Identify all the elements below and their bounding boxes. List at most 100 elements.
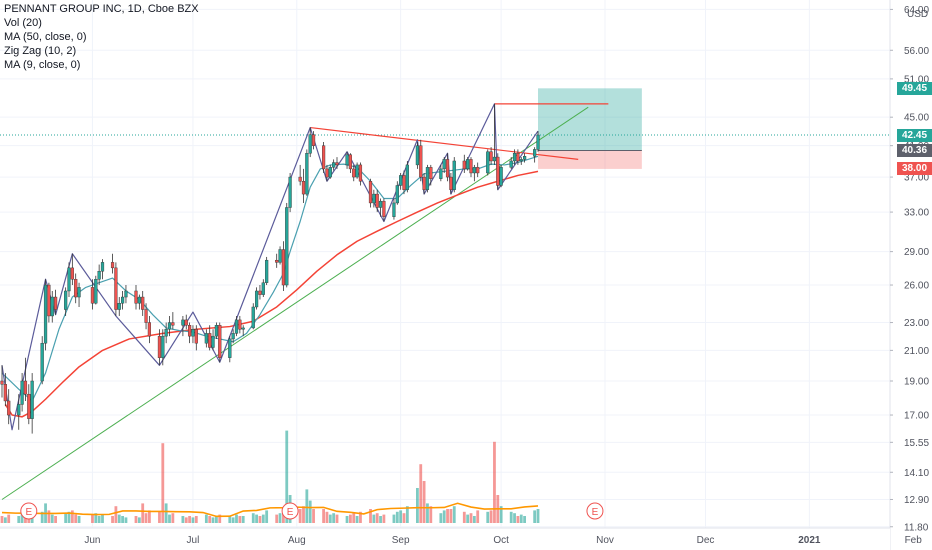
price-tick-label: 51.00 — [904, 74, 929, 85]
candle — [54, 296, 58, 310]
volume-bar — [305, 489, 309, 523]
volume-bar — [144, 513, 148, 523]
volume-bar — [77, 516, 81, 523]
candle — [3, 384, 7, 402]
candle — [30, 380, 34, 419]
candle — [258, 290, 262, 295]
candle — [301, 181, 306, 195]
price-tick-label: 26.00 — [904, 281, 929, 292]
volume-bar — [265, 510, 269, 523]
candle — [117, 303, 121, 310]
candle — [275, 259, 279, 263]
volume-bar — [251, 513, 255, 523]
candle — [509, 160, 513, 168]
currency-label: USD — [907, 9, 928, 20]
candle — [208, 333, 212, 348]
candle — [449, 176, 453, 190]
volume-bar — [369, 509, 372, 523]
volume-bar — [416, 488, 419, 523]
candle — [141, 296, 145, 310]
volume-bar — [184, 517, 188, 523]
volume-bar — [171, 513, 175, 523]
volume-bar — [466, 514, 470, 523]
volume-bar — [345, 516, 349, 523]
candle — [358, 164, 363, 182]
candle — [382, 200, 386, 217]
candle — [184, 319, 188, 326]
candle — [486, 151, 490, 174]
time-tick-label: Jul — [187, 535, 200, 546]
legend-title: PENNANT GROUP INC, 1D, Cboe BZX — [4, 3, 199, 15]
earnings-label: E — [592, 507, 599, 518]
candle — [375, 193, 379, 208]
candle — [399, 175, 403, 186]
volume-ma-line — [1, 502, 539, 518]
grid — [0, 0, 914, 528]
candle — [442, 159, 446, 170]
price-tick-label: 12.90 — [904, 495, 929, 506]
candle — [204, 333, 208, 344]
legend-volume[interactable]: Vol (20) — [4, 17, 42, 29]
volume-bar — [218, 514, 222, 523]
candle — [43, 284, 48, 344]
candle — [489, 151, 493, 162]
volume-bar — [17, 516, 21, 523]
candle — [462, 160, 466, 170]
candle — [64, 290, 68, 310]
volume-bar — [402, 513, 406, 523]
candle — [285, 207, 289, 286]
volume-bar — [67, 511, 71, 523]
candle — [469, 159, 473, 174]
candle — [328, 167, 332, 178]
candle — [439, 168, 443, 179]
volume-bar — [399, 510, 403, 523]
time-tick-label: Oct — [493, 535, 509, 546]
volume-bar — [168, 514, 171, 523]
candle — [261, 282, 265, 295]
volume-bar — [469, 513, 473, 523]
volume-bar — [181, 516, 185, 523]
legend-ma50[interactable]: MA (50, close, 0) — [4, 31, 87, 43]
volume-bar — [533, 510, 537, 523]
ma50-line — [4, 170, 539, 418]
volume-bar — [285, 430, 289, 523]
candle — [372, 193, 376, 204]
volume-bar — [231, 517, 235, 523]
volume-bar — [392, 514, 396, 523]
candle — [425, 167, 430, 190]
volume-bar — [20, 511, 24, 523]
volume-bar — [359, 511, 362, 523]
time-tick-label: Sep — [392, 535, 410, 546]
candle — [345, 154, 349, 166]
volume-bar — [64, 513, 68, 523]
volume-bar — [124, 517, 128, 523]
candle — [523, 156, 527, 160]
volume-bar — [278, 513, 282, 523]
volume-bar — [134, 516, 138, 523]
candle — [234, 319, 239, 334]
volume-bar — [439, 513, 443, 523]
candle — [378, 200, 383, 208]
volume-bar — [499, 506, 503, 523]
volume-bar — [302, 506, 305, 523]
time-axis-bg — [0, 528, 890, 550]
candle — [251, 306, 255, 329]
legend-ma9[interactable]: MA (9, close, 0) — [4, 59, 81, 71]
candle — [445, 159, 450, 178]
candle — [97, 271, 101, 280]
legend-zigzag[interactable]: Zig Zag (10, 2) — [4, 45, 77, 57]
volume-bar — [91, 514, 94, 523]
price-tick-label: 21.00 — [904, 346, 929, 357]
volume-bar — [349, 514, 352, 523]
volume-bar — [70, 510, 74, 523]
volume-bar — [493, 441, 496, 523]
candle — [90, 287, 95, 304]
candle — [476, 167, 480, 174]
candle — [191, 329, 195, 337]
candle — [335, 162, 339, 166]
volume-bar — [97, 516, 101, 523]
candle — [308, 134, 312, 154]
candle — [228, 338, 232, 358]
